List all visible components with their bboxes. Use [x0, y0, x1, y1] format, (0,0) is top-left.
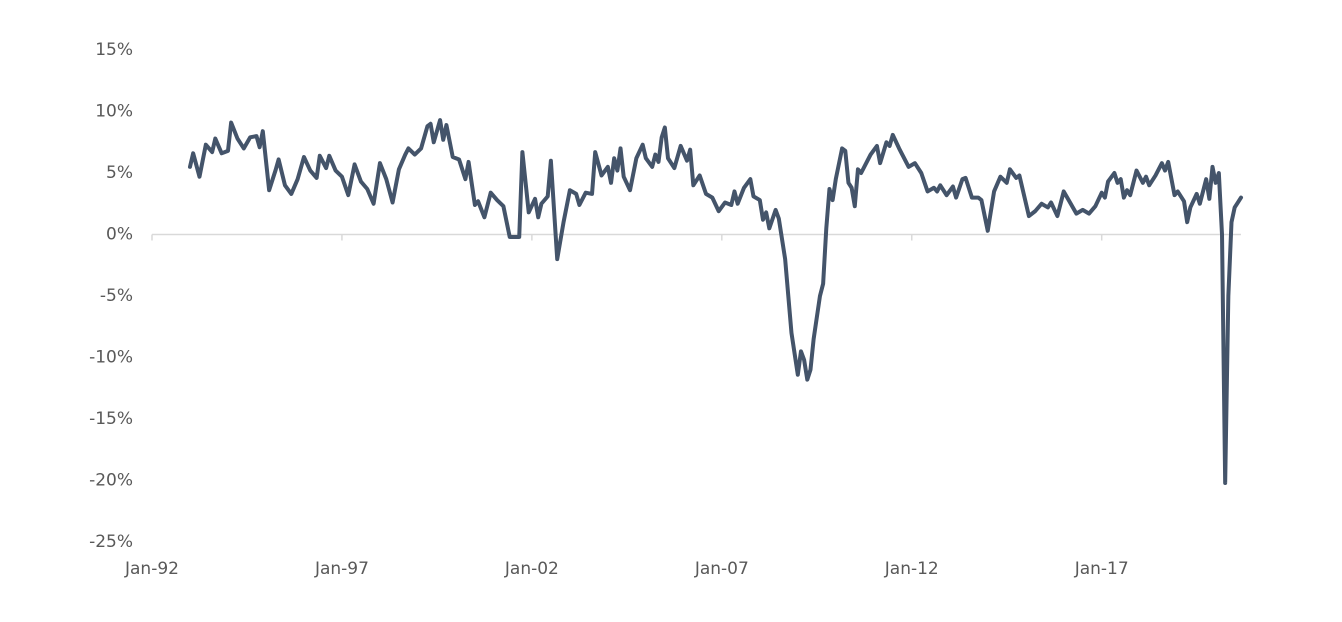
y-tick-label: 10% [95, 102, 133, 122]
x-tick-label: Jan-97 [314, 559, 369, 579]
x-tick-label: Jan-07 [694, 559, 749, 579]
y-tick-label: 15% [95, 40, 133, 60]
data-line [187, 118, 1243, 485]
x-tick-label: Jan-17 [1074, 559, 1129, 579]
x-tick-label: Jan-92 [124, 559, 179, 579]
y-tick-label: -20% [89, 471, 133, 491]
y-tick-label: 0% [106, 225, 133, 245]
x-tick-label: Jan-12 [884, 559, 939, 579]
y-tick-label: -15% [89, 409, 133, 429]
x-tick-label: Jan-02 [504, 559, 559, 579]
y-tick-label: -10% [89, 348, 133, 368]
y-tick-label: 5% [106, 163, 133, 183]
y-tick-label: -5% [100, 286, 133, 306]
y-tick-label: -25% [89, 532, 133, 552]
